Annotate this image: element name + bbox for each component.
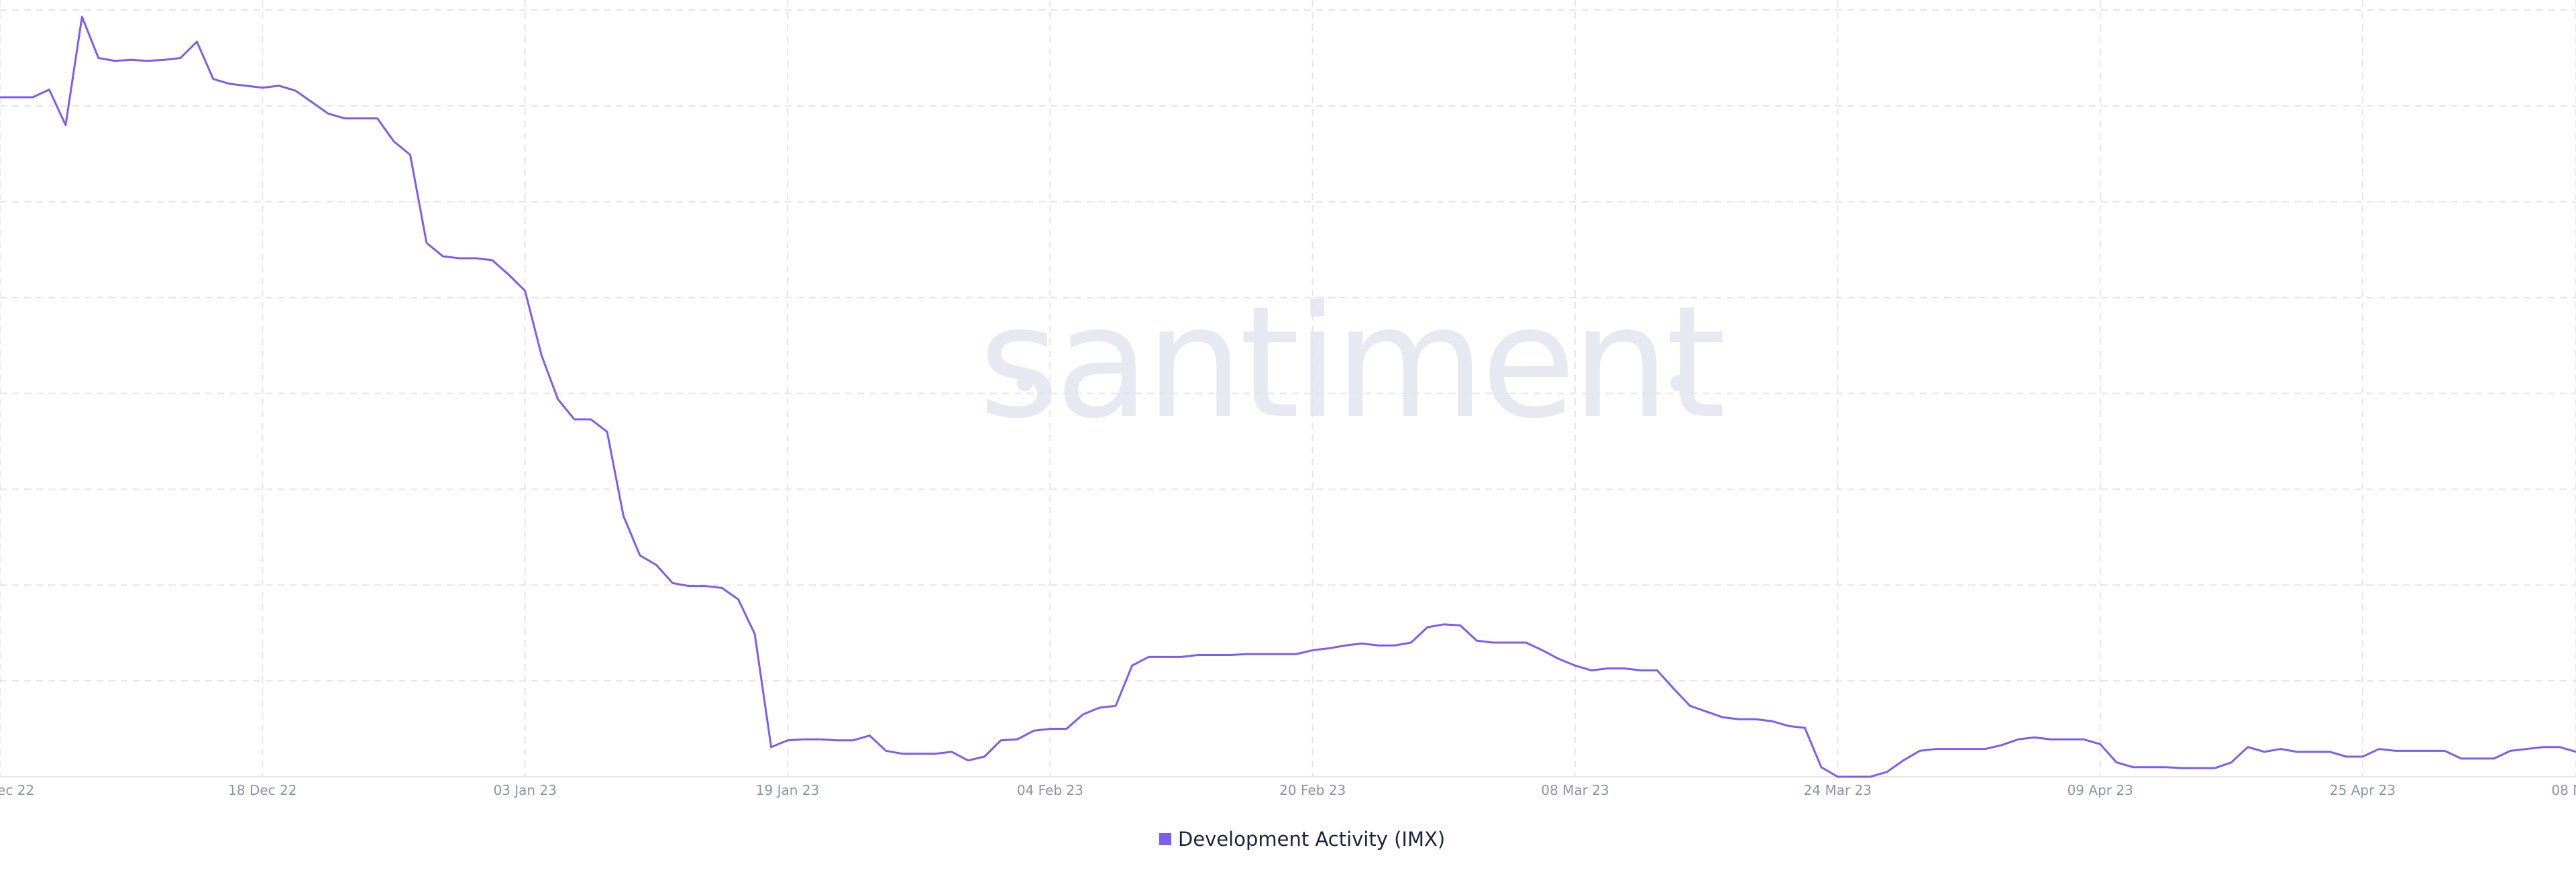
- x-tick-label: 02 Dec 22: [0, 782, 34, 798]
- x-tick-label: 03 Jan 23: [493, 782, 556, 798]
- watermark: santiment: [979, 274, 1723, 453]
- x-tick-label: 24 Mar 23: [1804, 782, 1872, 798]
- watermark-dot: [1670, 375, 1686, 391]
- watermark-dot: [1017, 375, 1033, 391]
- legend-swatch: [1159, 833, 1171, 845]
- data-line: [0, 15, 2576, 778]
- legend-label: Development Activity (IMX): [1178, 828, 1445, 851]
- x-tick-label: 18 Dec 22: [228, 782, 297, 798]
- x-tick-label: 08 Mar 23: [1541, 782, 1609, 798]
- x-tick-label: 20 Feb 23: [1279, 782, 1346, 798]
- x-tick-label: 08 May: [2551, 782, 2576, 798]
- x-tick-label: 25 Apr 23: [2330, 782, 2396, 798]
- x-tick-label: 04 Feb 23: [1017, 782, 1083, 798]
- x-tick-label: 19 Jan 23: [756, 782, 819, 798]
- x-tick-label: 09 Apr 23: [2068, 782, 2133, 798]
